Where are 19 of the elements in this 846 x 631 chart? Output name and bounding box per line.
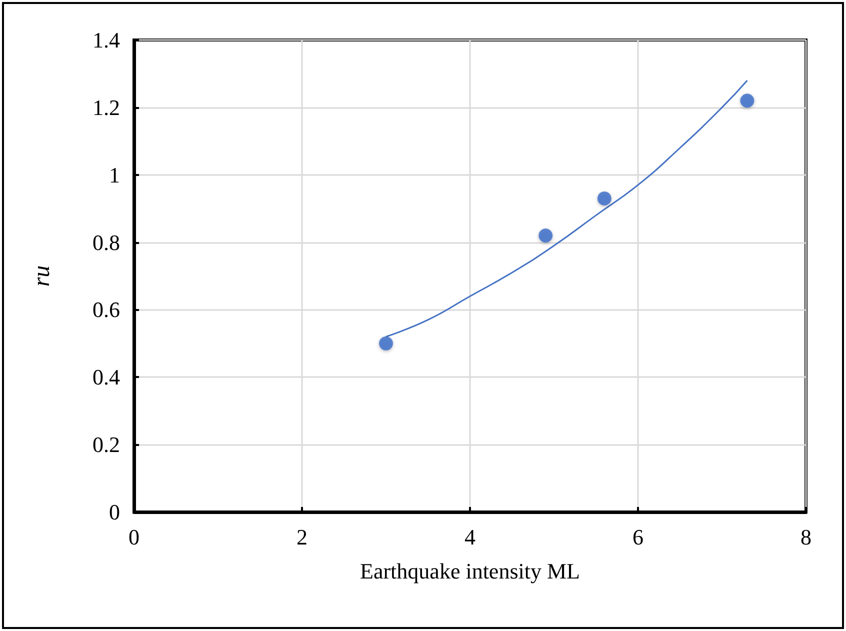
x-tick-label: 4 xyxy=(464,524,476,550)
y-tick-label: 0 xyxy=(109,500,120,524)
x-tick-label: 2 xyxy=(296,524,308,550)
y-tick-label: 0.4 xyxy=(92,364,120,390)
y-axis-title: ru xyxy=(29,265,55,287)
x-axis-title: Earthquake intensity ML xyxy=(360,558,580,584)
point xyxy=(379,336,393,350)
x-tick-label: 0 xyxy=(128,524,140,550)
x-tick-label: 8 xyxy=(800,524,812,550)
y-tick-label: 1 xyxy=(109,162,120,188)
y-tick-label: 0.6 xyxy=(92,297,120,322)
y-tick-label: 0.2 xyxy=(92,432,120,458)
x-tick-label: 6 xyxy=(632,524,644,550)
point xyxy=(538,228,553,243)
y-tick-label: 1.2 xyxy=(92,94,120,120)
point xyxy=(740,94,754,108)
y-tick-label: 0.8 xyxy=(92,230,120,255)
y-tick-label: 1.4 xyxy=(92,28,120,52)
point xyxy=(597,191,612,206)
